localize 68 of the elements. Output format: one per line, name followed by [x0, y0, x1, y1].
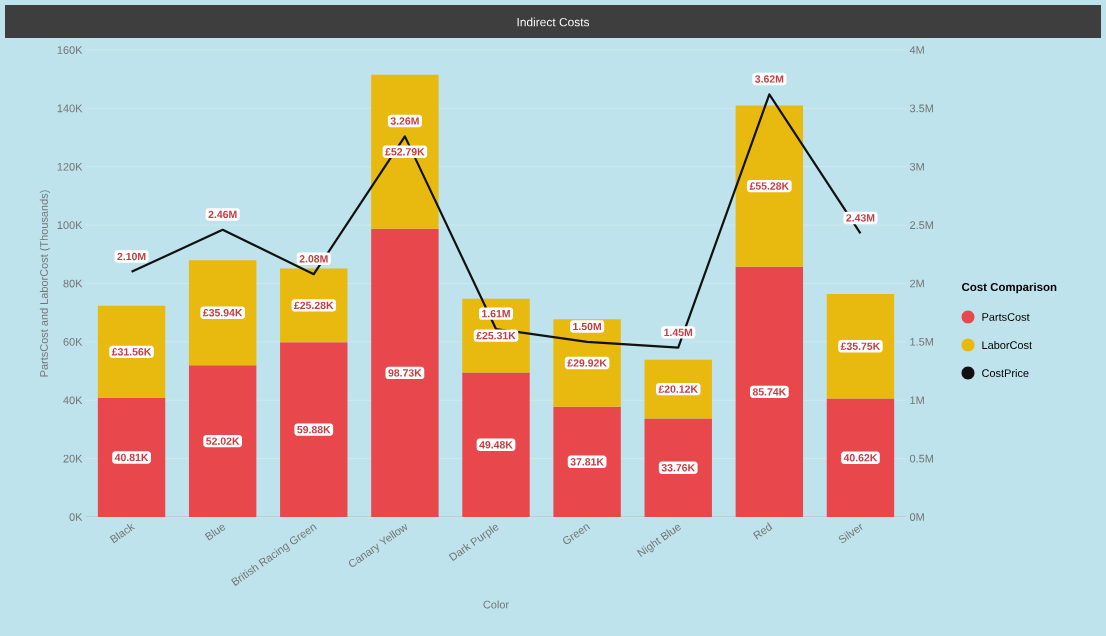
x-tick-label: Red [753, 522, 773, 540]
data-label: 2.43M [846, 214, 875, 222]
bar [371, 228, 439, 517]
y2-tick-label: 1M [910, 396, 924, 405]
y2-tick-label: 1.5M [910, 338, 933, 346]
data-label: 2.08M [299, 255, 328, 263]
bar [97, 397, 166, 517]
y2-tick-label: 2M [910, 279, 924, 288]
legend-title: Cost Comparison [962, 282, 1057, 294]
y-tick-label: 40K [63, 396, 83, 405]
bar [188, 260, 257, 366]
y2-tick-label: 4M [909, 46, 924, 54]
bar [188, 365, 257, 517]
legend-label: CostPrice [982, 368, 1029, 378]
x-tick-label: Blue [204, 524, 226, 541]
legend-label: PartsCost [982, 313, 1030, 321]
data-label: 49.48K [479, 441, 513, 449]
data-label: £25.28K [294, 301, 334, 310]
y-tick-label: 80K [63, 279, 83, 288]
y-tick-label: 20K [63, 454, 83, 463]
data-label: £25.31K [476, 331, 516, 340]
y2-tick-label: 2.5M [910, 221, 933, 229]
data-label: 85.74K [752, 388, 787, 396]
bar [553, 406, 621, 517]
data-label: 59.88K [297, 425, 331, 434]
y-tick-label: 160K [57, 46, 83, 54]
data-label: £52.79K [385, 148, 425, 156]
data-label: £35.75K [840, 342, 881, 350]
bar [735, 105, 804, 267]
bar [826, 294, 895, 399]
data-label: £31.56K [111, 348, 152, 356]
bar [644, 418, 712, 517]
data-label: £55.28K [749, 182, 790, 190]
y2-tick-label: 0M [909, 513, 924, 521]
bar [462, 372, 530, 517]
y-axis-title: PartsCost and LaborCost (Thousands) [39, 190, 51, 377]
y-tick-label: 100K [57, 221, 83, 229]
data-label: 40.81K [114, 453, 149, 462]
bar [280, 268, 348, 343]
legend-label: LaborCost [982, 340, 1033, 350]
y-tick-label: 60K [63, 338, 83, 346]
data-label: 3.26M [390, 117, 419, 125]
data-label: 40.62K [843, 454, 878, 462]
data-label: 2.46M [208, 210, 237, 219]
data-label: £20.12K [658, 385, 698, 393]
data-label: £35.94K [203, 309, 243, 317]
bar [735, 266, 804, 517]
y2-tick-label: 3.5M [909, 104, 933, 113]
bar [826, 398, 895, 517]
data-label: 33.76K [661, 464, 695, 472]
data-label: 37.81K [570, 458, 604, 466]
bar [97, 305, 166, 398]
chart-title: Indirect Costs [517, 17, 590, 27]
data-label: 1.45M [664, 328, 693, 337]
y-tick-label: 140K [57, 104, 83, 113]
x-axis-title: Color [483, 600, 509, 609]
data-label: £29.92K [567, 359, 607, 367]
y-tick-label: 0K [69, 513, 83, 521]
data-label: 2.10M [117, 252, 146, 261]
data-label: 1.61M [482, 309, 510, 318]
bar [280, 342, 348, 517]
data-label: 3.62M [755, 75, 784, 83]
y2-tick-label: 0.5M [909, 454, 933, 463]
y2-tick-label: 3M [909, 162, 924, 171]
data-label: 1.50M [573, 322, 601, 331]
data-label: 52.02K [206, 437, 240, 445]
data-label: 98.73K [388, 369, 422, 377]
y-tick-label: 120K [57, 162, 83, 171]
